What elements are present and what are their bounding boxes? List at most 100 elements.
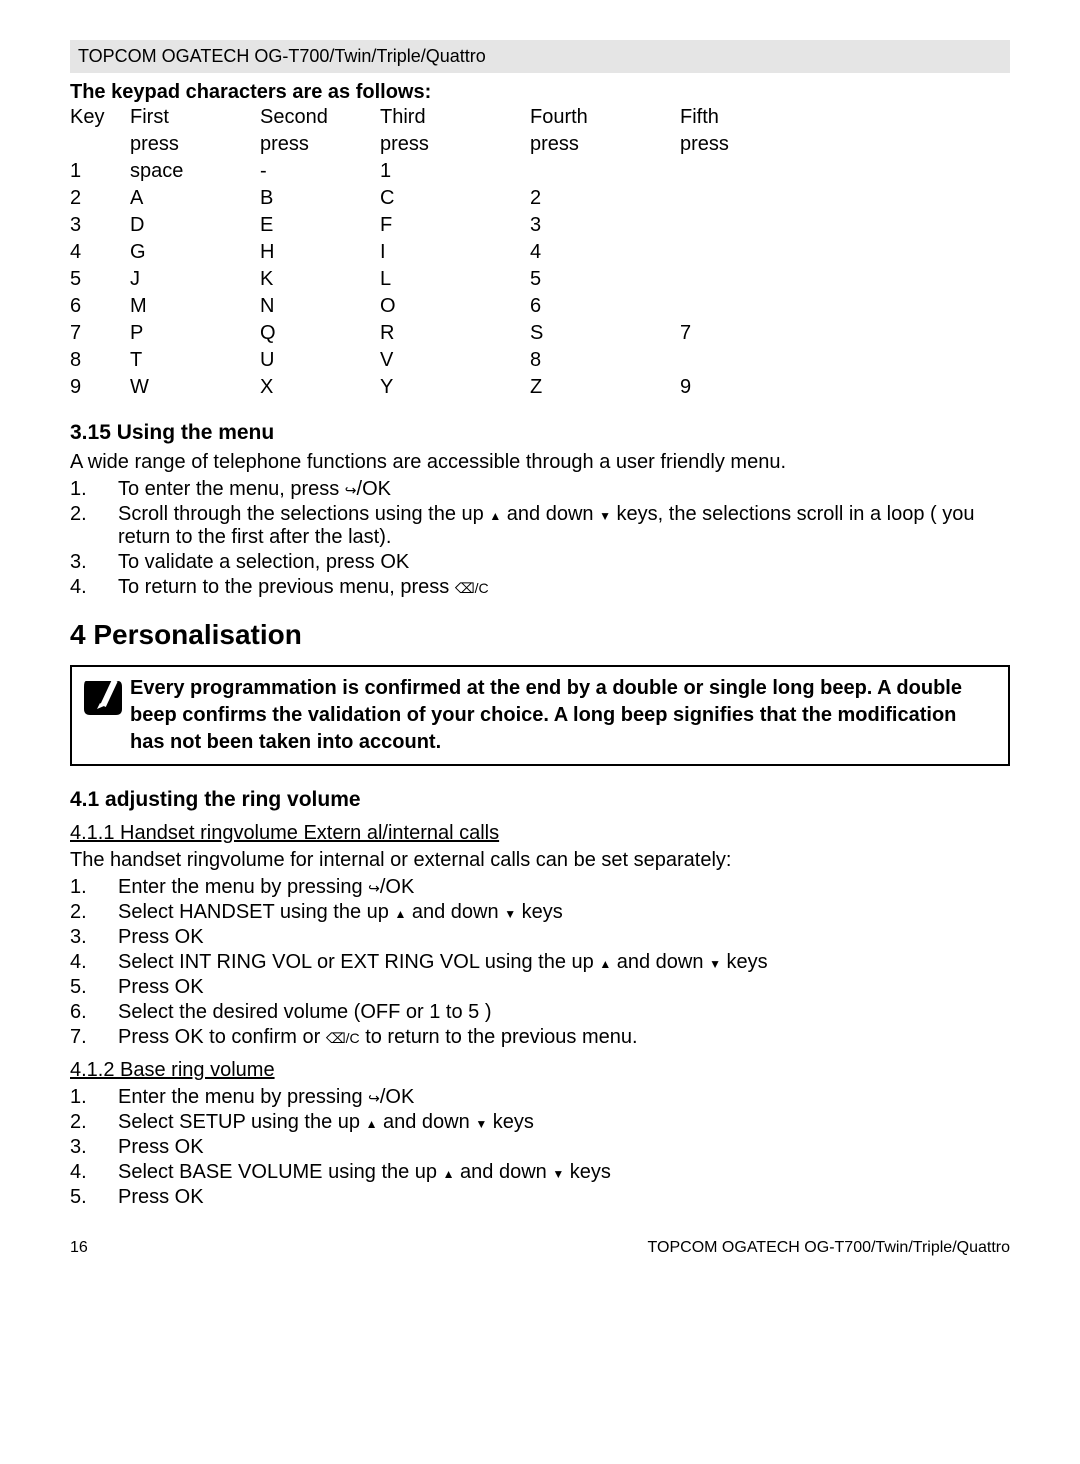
keypad-cell — [680, 158, 780, 185]
keypad-cell: D — [130, 212, 260, 239]
step-text: and down — [501, 503, 599, 525]
back-icon: ⌫/C — [455, 580, 489, 596]
keypad-cell: 5 — [530, 266, 680, 293]
up-icon — [366, 1111, 378, 1133]
keypad-cell: H — [260, 239, 380, 266]
keypad-cell: 5 — [70, 266, 130, 293]
keypad-cell: 9 — [70, 374, 130, 401]
keypad-cell: R — [380, 320, 530, 347]
menu-icon — [368, 876, 380, 898]
step-text: Press OK — [118, 1186, 1010, 1209]
step-text: Press OK — [118, 1136, 1010, 1159]
keypad-cell: J — [130, 266, 260, 293]
down-icon — [504, 901, 516, 923]
step-text: To return to the previous menu, press — [118, 576, 455, 598]
step-text: Select SETUP using the up — [118, 1111, 366, 1133]
keypad-cell: 7 — [680, 320, 780, 347]
step-text: to return to the previous menu. — [360, 1026, 638, 1048]
keypad-cell: W — [130, 374, 260, 401]
keypad-cell: 7 — [70, 320, 130, 347]
step-text: and down — [455, 1161, 553, 1183]
th-sub: press — [530, 131, 680, 158]
keypad-cell: V — [380, 347, 530, 374]
keypad-cell: M — [130, 293, 260, 320]
keypad-cell: 1 — [380, 158, 530, 185]
step-text: To validate a selection, press OK — [118, 551, 1010, 574]
intro-4-1-1: The handset ringvolume for internal or e… — [70, 849, 1010, 872]
keypad-cell: Z — [530, 374, 680, 401]
subsection-4-1-2: 4.1.2 Base ring volume — [70, 1059, 1010, 1082]
pencil-icon — [80, 675, 130, 725]
down-icon — [552, 1161, 564, 1183]
keypad-cell: L — [380, 266, 530, 293]
step-text: Press OK — [118, 976, 1010, 999]
menu-icon — [345, 478, 357, 500]
keypad-cell — [680, 347, 780, 374]
down-icon — [599, 503, 611, 525]
menu-icon — [368, 1086, 380, 1108]
note-box: Every programmation is confirmed at the … — [70, 665, 1010, 766]
step-text: Select BASE VOLUME using the up — [118, 1161, 443, 1183]
keypad-cell: X — [260, 374, 380, 401]
step-text: and down — [611, 951, 709, 973]
keypad-cell: 6 — [70, 293, 130, 320]
keypad-cell: 1 — [70, 158, 130, 185]
step-text: and down — [377, 1111, 475, 1133]
keypad-cell — [680, 185, 780, 212]
back-icon: ⌫/C — [326, 1030, 360, 1046]
keypad-table: Key First Second Third Fourth Fifth pres… — [70, 104, 780, 401]
step-text: Select the desired volume (OFF or 1 to 5… — [118, 1001, 1010, 1024]
up-icon — [599, 951, 611, 973]
th-third: Third — [380, 104, 530, 131]
th-fourth: Fourth — [530, 104, 680, 131]
keypad-cell: A — [130, 185, 260, 212]
steps-3-15: 1.To enter the menu, press /OK 2.Scroll … — [70, 478, 1010, 599]
keypad-cell: O — [380, 293, 530, 320]
keypad-cell: P — [130, 320, 260, 347]
keypad-cell: B — [260, 185, 380, 212]
keypad-cell: I — [380, 239, 530, 266]
step-text: Enter the menu by pressing — [118, 876, 368, 898]
step-text: Select INT RING VOL or EXT RING VOL usin… — [118, 951, 599, 973]
keypad-cell: F — [380, 212, 530, 239]
keypad-cell: S — [530, 320, 680, 347]
footer-title: TOPCOM OGATECH OG-T700/Twin/Triple/Quatt… — [648, 1239, 1010, 1257]
keypad-cell — [680, 266, 780, 293]
note-text: Every programmation is confirmed at the … — [130, 675, 996, 756]
keypad-cell: 8 — [70, 347, 130, 374]
keypad-cell: 3 — [70, 212, 130, 239]
keypad-cell — [680, 293, 780, 320]
keypad-cell: 8 — [530, 347, 680, 374]
keypad-cell: Q — [260, 320, 380, 347]
up-icon — [489, 503, 501, 525]
th-sub: press — [130, 131, 260, 158]
keypad-cell: 2 — [530, 185, 680, 212]
keypad-cell: space — [130, 158, 260, 185]
step-text: Press OK to confirm or — [118, 1026, 326, 1048]
keypad-cell: G — [130, 239, 260, 266]
step-text: keys — [721, 951, 768, 973]
keypad-cell: - — [260, 158, 380, 185]
step-text: /OK — [357, 478, 391, 500]
th-sub: press — [380, 131, 530, 158]
keypad-cell: 4 — [530, 239, 680, 266]
down-icon — [475, 1111, 487, 1133]
step-text: Select HANDSET using the up — [118, 901, 394, 923]
keypad-cell — [680, 212, 780, 239]
steps-4-1-2: 1.Enter the menu by pressing /OK 2.Selec… — [70, 1086, 1010, 1209]
keypad-cell: E — [260, 212, 380, 239]
th-key: Key — [70, 104, 130, 131]
keypad-cell: 9 — [680, 374, 780, 401]
step-text: /OK — [380, 876, 414, 898]
down-icon — [709, 951, 721, 973]
keypad-cell: U — [260, 347, 380, 374]
up-icon — [443, 1161, 455, 1183]
section-4-1-title: 4.1 adjusting the ring volume — [70, 788, 1010, 812]
chapter-4-title: 4 Personalisation — [70, 619, 1010, 651]
page-header: TOPCOM OGATECH OG-T700/Twin/Triple/Quatt… — [70, 40, 1010, 73]
keypad-cell: 2 — [70, 185, 130, 212]
subsection-4-1-1: 4.1.1 Handset ringvolume Extern al/inter… — [70, 822, 1010, 845]
th-first: First — [130, 104, 260, 131]
keypad-title: The keypad characters are as follows: — [70, 81, 1010, 104]
section-3-15-title: 3.15 Using the menu — [70, 421, 1010, 445]
